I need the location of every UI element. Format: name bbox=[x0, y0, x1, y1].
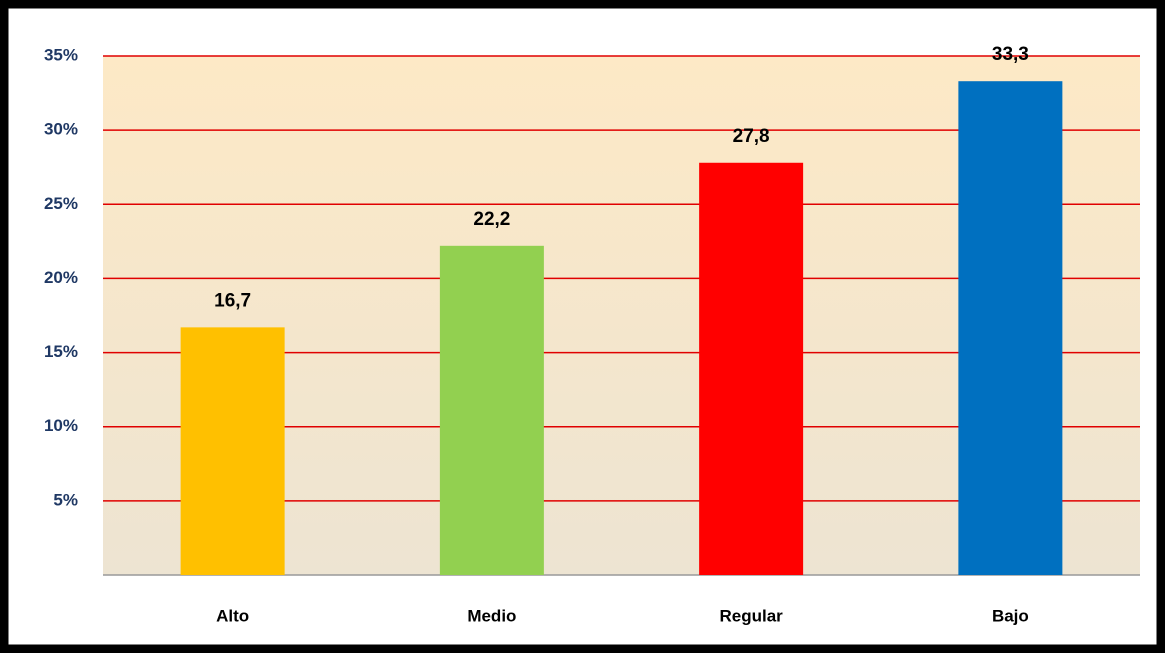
y-tick-label: 20% bbox=[44, 268, 78, 287]
x-tick-label: Regular bbox=[719, 606, 783, 625]
x-tick-label: Medio bbox=[467, 606, 516, 625]
value-label: 27,8 bbox=[733, 126, 770, 147]
value-label: 33,3 bbox=[992, 44, 1029, 65]
y-tick-label: 30% bbox=[44, 120, 78, 139]
y-tick-label: 5% bbox=[53, 490, 78, 509]
value-label: 22,2 bbox=[473, 209, 510, 230]
y-tick-label: 15% bbox=[44, 342, 78, 361]
x-tick-label: Bajo bbox=[992, 606, 1029, 625]
y-tick-label: 35% bbox=[44, 45, 78, 64]
bar bbox=[958, 81, 1063, 576]
bar bbox=[699, 162, 804, 575]
y-tick-label: 25% bbox=[44, 194, 78, 213]
y-tick-label: 10% bbox=[44, 416, 78, 435]
x-tick-label: Alto bbox=[216, 606, 249, 625]
bar bbox=[439, 245, 544, 575]
value-label: 16,7 bbox=[214, 290, 251, 311]
bar bbox=[180, 327, 285, 575]
